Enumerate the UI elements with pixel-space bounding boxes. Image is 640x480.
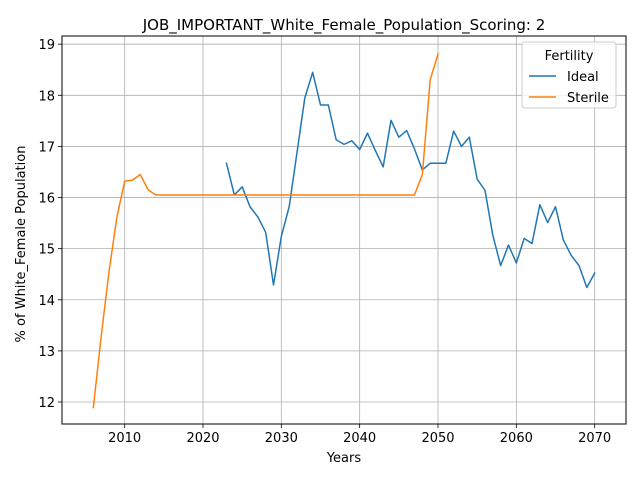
x-tick-label: 2070 — [578, 431, 611, 446]
y-axis-label: % of White_Female Population — [14, 146, 29, 343]
chart-title: JOB_IMPORTANT_White_Female_Population_Sc… — [142, 16, 546, 35]
x-tick-label: 2050 — [421, 431, 454, 446]
y-tick-label: 14 — [38, 294, 55, 309]
y-tick-label: 13 — [38, 345, 55, 360]
y-tick-label: 17 — [38, 140, 55, 155]
x-tick-label: 2060 — [500, 431, 533, 446]
axis-ticks: 2010 2020 2030 2040 2050 2060 2070 12 13 14 15 16 17… — [38, 38, 611, 446]
plot-frame — [61, 35, 627, 425]
y-tick-label: 15 — [38, 243, 55, 258]
series-line-sterile — [92, 52, 439, 409]
series-line-ideal — [225, 71, 596, 289]
x-tick-label: 2020 — [186, 431, 219, 446]
y-tick-label: 18 — [38, 89, 55, 104]
legend-label-sterile: Sterile — [567, 91, 609, 106]
y-tick-label: 19 — [38, 38, 55, 53]
legend-title: Fertility — [545, 49, 594, 64]
x-tick-label: 2030 — [265, 431, 298, 446]
y-tick-label: 16 — [38, 192, 55, 207]
legend: Fertility Ideal Sterile — [521, 41, 617, 109]
x-tick-label: 2010 — [108, 431, 141, 446]
legend-label-ideal: Ideal — [567, 70, 599, 85]
grid — [62, 36, 626, 424]
legend-box — [521, 41, 617, 109]
x-axis-label: Years — [326, 451, 362, 466]
y-tick-label: 12 — [38, 396, 55, 411]
series-lines — [92, 52, 596, 409]
x-tick-label: 2040 — [343, 431, 376, 446]
